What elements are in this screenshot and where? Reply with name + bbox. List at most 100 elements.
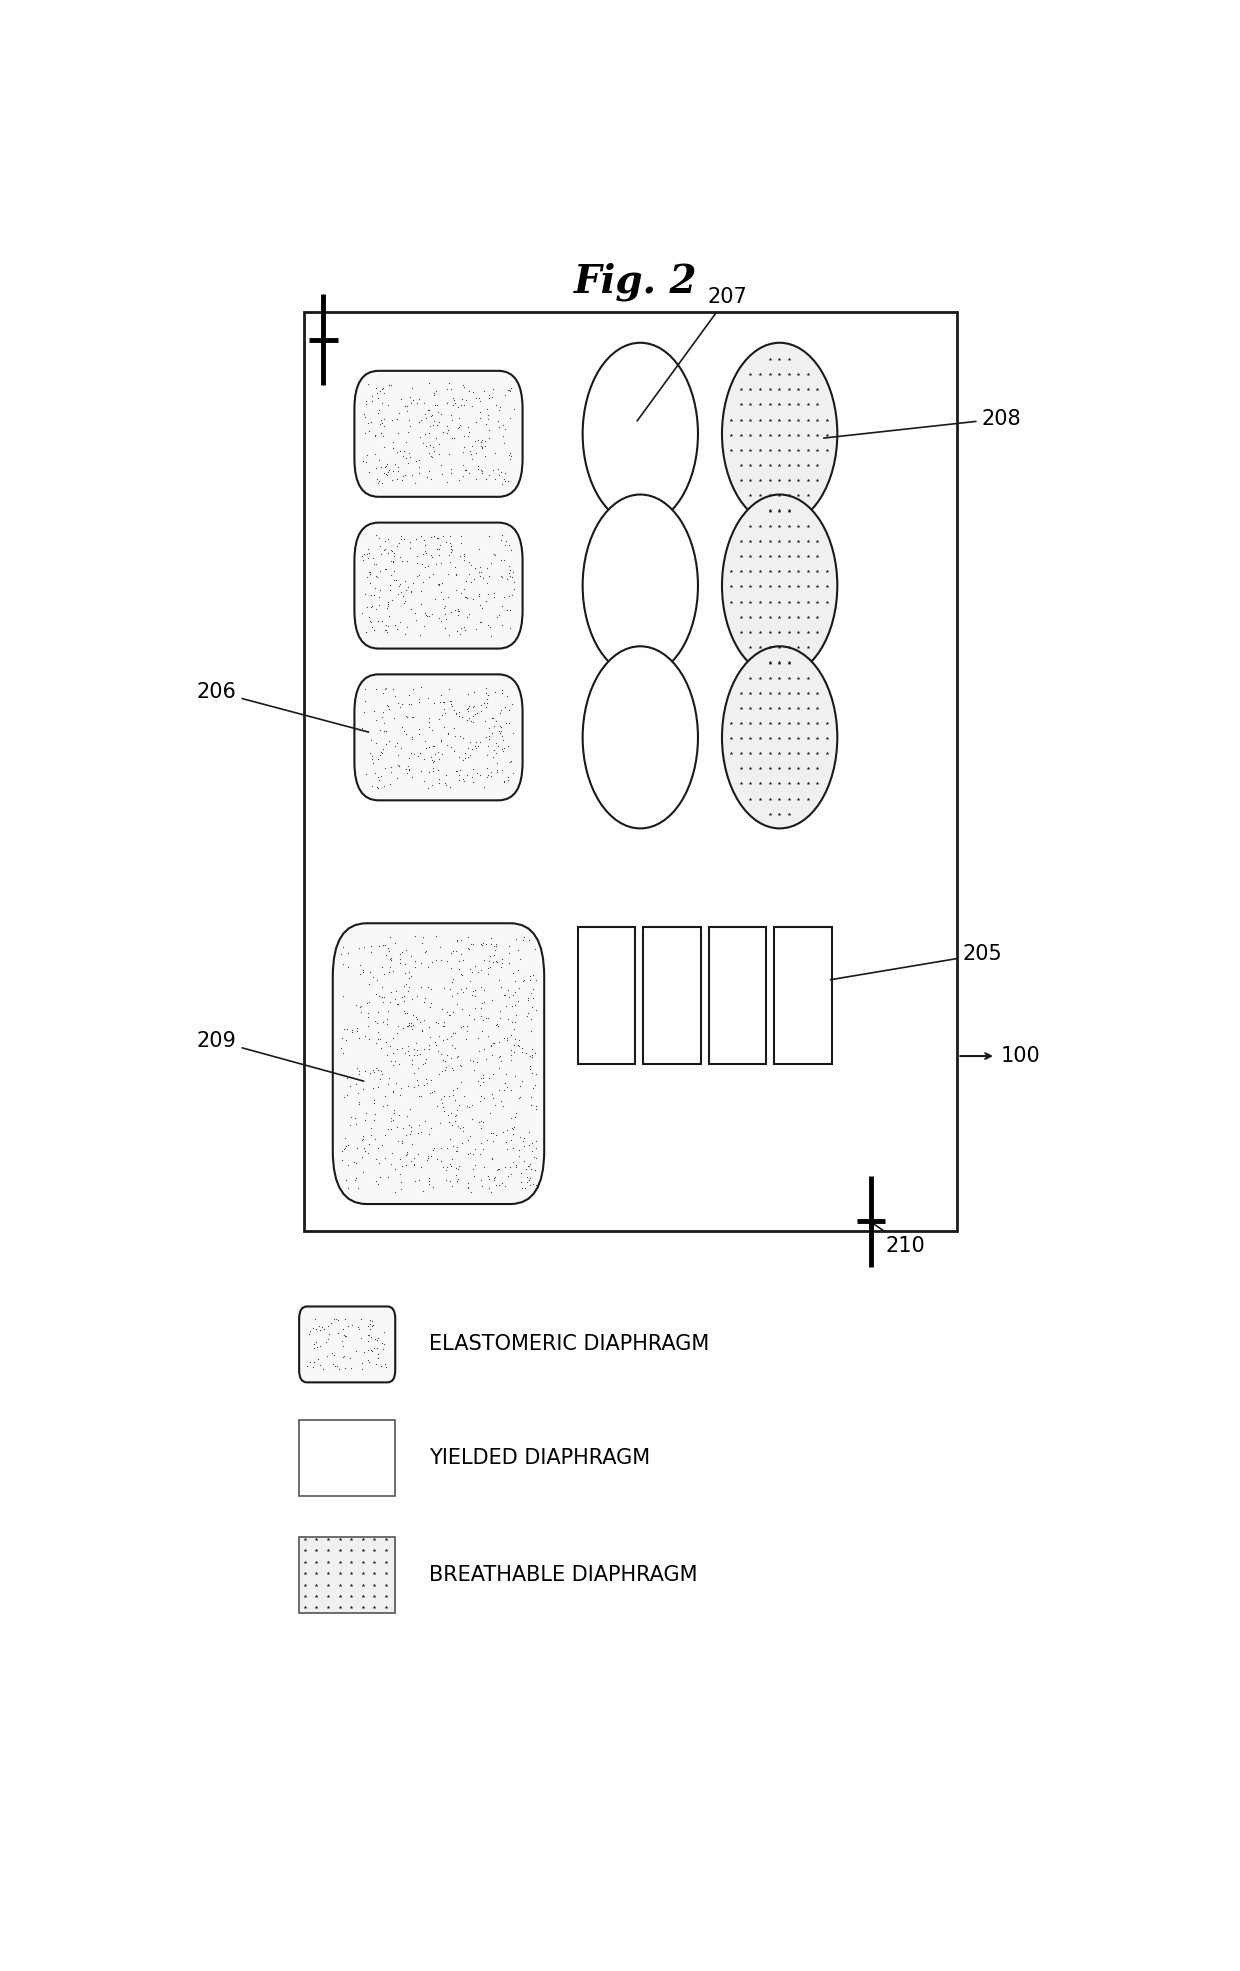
Point — [415, 599, 435, 631]
Point — [424, 1131, 444, 1163]
Point — [401, 576, 420, 607]
Point — [401, 940, 420, 972]
Point — [412, 576, 432, 607]
Point — [360, 556, 379, 587]
Point — [391, 944, 410, 976]
Point — [494, 581, 513, 613]
Point — [381, 369, 401, 400]
Point — [458, 1015, 477, 1047]
Point — [383, 1037, 403, 1068]
Text: 209: 209 — [197, 1031, 363, 1082]
Point — [384, 540, 404, 572]
Point — [510, 1141, 529, 1173]
Point — [425, 1027, 445, 1058]
Point — [484, 1165, 503, 1196]
Point — [372, 702, 392, 733]
Point — [351, 991, 371, 1023]
Point — [384, 609, 404, 641]
Point — [470, 402, 490, 434]
Point — [769, 359, 789, 390]
Point — [392, 712, 412, 743]
Point — [402, 721, 422, 753]
Point — [516, 1037, 536, 1068]
Point — [750, 463, 770, 495]
Point — [396, 956, 415, 987]
Point — [376, 938, 396, 970]
Point — [402, 960, 422, 991]
Point — [463, 700, 482, 731]
Point — [453, 1112, 472, 1143]
Point — [399, 755, 419, 786]
Point — [417, 402, 436, 434]
Point — [789, 388, 808, 420]
Point — [453, 960, 472, 991]
Point — [363, 1104, 383, 1135]
Point — [484, 1027, 503, 1058]
Point — [486, 388, 506, 420]
Point — [388, 749, 408, 781]
Point — [497, 593, 517, 625]
Point — [353, 1336, 373, 1368]
Point — [415, 418, 435, 449]
Point — [324, 1338, 343, 1370]
Point — [372, 388, 392, 420]
Point — [465, 1149, 485, 1181]
Point — [760, 388, 780, 420]
Point — [464, 1161, 484, 1192]
Point — [399, 1039, 419, 1070]
Point — [373, 1332, 393, 1364]
Point — [430, 1145, 450, 1177]
Point — [334, 1037, 353, 1068]
FancyBboxPatch shape — [355, 674, 522, 800]
Point — [451, 1011, 471, 1043]
Point — [393, 1011, 413, 1043]
Point — [481, 940, 501, 972]
Point — [368, 1342, 388, 1374]
Point — [353, 544, 373, 576]
Point — [484, 946, 503, 978]
Point — [396, 968, 415, 999]
Point — [436, 386, 456, 418]
Point — [469, 1106, 489, 1137]
Point — [412, 1015, 432, 1047]
Point — [526, 1169, 546, 1200]
Point — [339, 1129, 358, 1161]
Point — [449, 465, 469, 497]
Point — [441, 398, 461, 430]
Point — [386, 1045, 405, 1076]
Point — [368, 1023, 388, 1054]
Point — [769, 723, 789, 755]
Point — [449, 412, 469, 443]
Point — [486, 1169, 506, 1200]
Point — [404, 737, 424, 769]
Point — [401, 382, 420, 414]
Point — [489, 453, 508, 485]
Point — [408, 388, 428, 420]
Point — [396, 566, 415, 597]
Point — [377, 1039, 397, 1070]
Point — [445, 388, 465, 420]
Point — [498, 1161, 518, 1192]
Point — [378, 1161, 398, 1192]
Point — [425, 583, 445, 615]
Point — [342, 1017, 362, 1049]
Point — [430, 548, 450, 579]
Point — [454, 611, 474, 643]
Text: 100: 100 — [1001, 1047, 1040, 1066]
Point — [476, 690, 496, 721]
Point — [498, 708, 518, 739]
Point — [463, 980, 482, 1011]
Point — [356, 402, 376, 434]
Point — [427, 1090, 446, 1121]
Point — [487, 1011, 507, 1043]
Point — [503, 1131, 523, 1163]
Point — [477, 568, 497, 599]
Text: 207: 207 — [637, 288, 748, 422]
Point — [342, 1309, 362, 1340]
Point — [451, 958, 471, 989]
Point — [412, 755, 432, 786]
Point — [398, 404, 418, 436]
Point — [422, 769, 441, 800]
Point — [358, 1325, 378, 1356]
Point — [347, 1053, 367, 1084]
